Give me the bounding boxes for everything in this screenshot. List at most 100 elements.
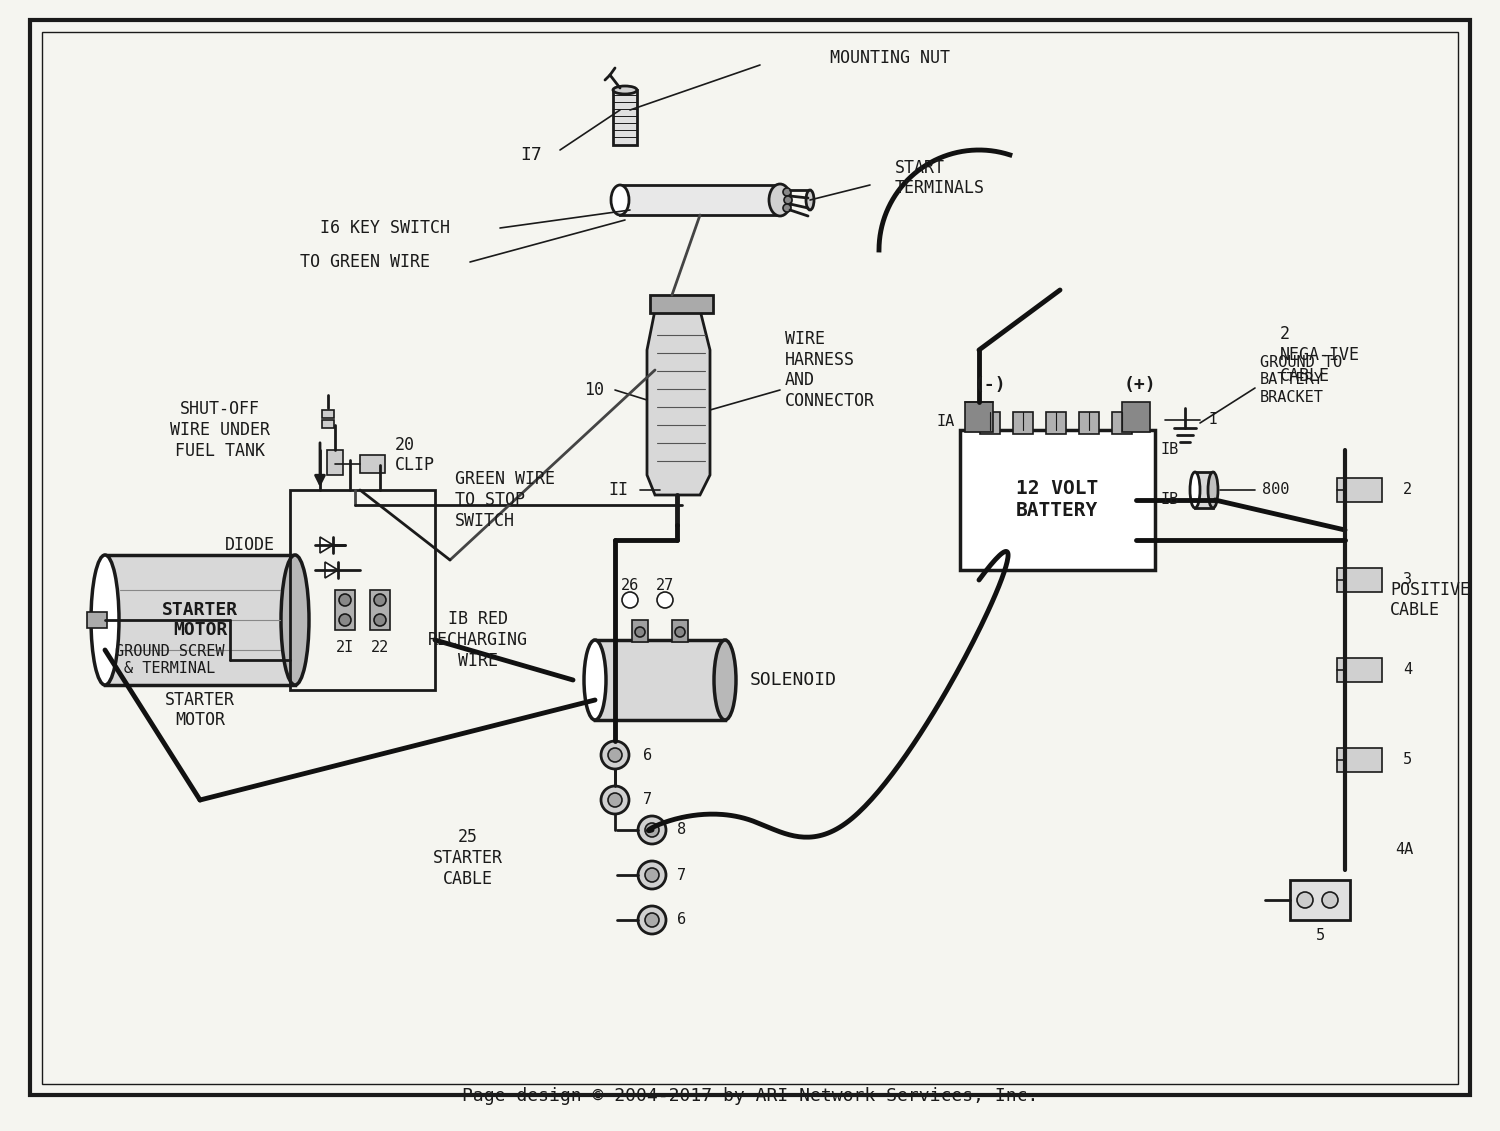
Bar xyxy=(1336,568,1382,592)
Text: MOUNTING NUT: MOUNTING NUT xyxy=(830,49,950,67)
Text: 2: 2 xyxy=(1402,483,1411,498)
Bar xyxy=(322,420,334,428)
Text: I7: I7 xyxy=(520,146,542,164)
Text: DIODE: DIODE xyxy=(225,536,274,554)
Circle shape xyxy=(339,614,351,625)
Ellipse shape xyxy=(714,640,736,720)
Text: STARTER
MOTOR: STARTER MOTOR xyxy=(162,601,238,639)
Text: 26: 26 xyxy=(621,578,639,593)
Ellipse shape xyxy=(771,185,789,215)
Bar xyxy=(960,430,1155,570)
Polygon shape xyxy=(326,562,338,578)
Text: START
TERMINALS: START TERMINALS xyxy=(896,158,986,198)
Circle shape xyxy=(608,793,622,808)
Bar xyxy=(650,295,712,313)
Circle shape xyxy=(638,815,666,844)
Bar xyxy=(1122,402,1150,432)
Ellipse shape xyxy=(584,640,606,720)
Polygon shape xyxy=(646,310,710,495)
Text: Page design © 2004-2017 by ARI Network Services, Inc.: Page design © 2004-2017 by ARI Network S… xyxy=(462,1087,1038,1105)
Ellipse shape xyxy=(1208,472,1218,508)
Bar xyxy=(360,455,386,473)
Text: 5: 5 xyxy=(1316,927,1324,942)
Circle shape xyxy=(645,913,658,927)
Text: 2
NEGA-IVE
CABLE: 2 NEGA-IVE CABLE xyxy=(1280,326,1360,385)
Text: GROUND SCREW
& TERMINAL: GROUND SCREW & TERMINAL xyxy=(116,644,225,676)
Circle shape xyxy=(622,592,638,608)
Bar xyxy=(1336,658,1382,682)
Text: 5: 5 xyxy=(1402,752,1411,768)
Bar xyxy=(672,620,688,642)
Circle shape xyxy=(1298,892,1312,908)
Text: I6 KEY SWITCH: I6 KEY SWITCH xyxy=(320,219,450,238)
Ellipse shape xyxy=(92,555,118,685)
Text: GREEN WIRE
TO STOP
SWITCH: GREEN WIRE TO STOP SWITCH xyxy=(454,470,555,529)
Circle shape xyxy=(374,614,386,625)
Text: 3: 3 xyxy=(1402,572,1411,587)
Text: (-): (-) xyxy=(974,375,1006,394)
Circle shape xyxy=(608,748,622,762)
Text: SOLENOID: SOLENOID xyxy=(750,671,837,689)
Circle shape xyxy=(602,786,628,814)
Text: IA: IA xyxy=(936,414,956,430)
Bar xyxy=(334,590,356,630)
Circle shape xyxy=(339,594,351,606)
Text: IB: IB xyxy=(1160,492,1179,508)
Text: 22: 22 xyxy=(370,640,388,656)
Text: 12 VOLT
BATTERY: 12 VOLT BATTERY xyxy=(1016,480,1098,520)
Circle shape xyxy=(783,188,790,196)
Circle shape xyxy=(638,861,666,889)
Text: (+): (+) xyxy=(1124,375,1156,394)
Bar xyxy=(596,640,724,720)
Circle shape xyxy=(602,741,628,769)
Ellipse shape xyxy=(1190,472,1200,508)
Text: SHUT-OFF
WIRE UNDER
FUEL TANK: SHUT-OFF WIRE UNDER FUEL TANK xyxy=(170,400,270,460)
Text: I: I xyxy=(1208,413,1216,428)
Circle shape xyxy=(657,592,674,608)
Bar xyxy=(1112,412,1132,434)
Circle shape xyxy=(645,867,658,882)
Bar xyxy=(370,590,390,630)
Ellipse shape xyxy=(614,86,638,94)
Text: 20
CLIP: 20 CLIP xyxy=(394,435,435,474)
Text: 10: 10 xyxy=(584,381,604,399)
Circle shape xyxy=(1322,892,1338,908)
Circle shape xyxy=(783,204,790,211)
Text: POSITIVE
CABLE: POSITIVE CABLE xyxy=(1390,580,1470,620)
Polygon shape xyxy=(320,537,333,553)
Ellipse shape xyxy=(610,185,628,215)
Bar xyxy=(87,612,106,628)
Bar xyxy=(1336,748,1382,772)
Bar xyxy=(1336,478,1382,502)
Text: 6: 6 xyxy=(644,748,652,762)
Ellipse shape xyxy=(280,555,309,685)
Text: 7: 7 xyxy=(676,867,686,882)
Bar xyxy=(322,411,334,418)
Bar xyxy=(964,402,993,432)
Bar xyxy=(980,412,1000,434)
Ellipse shape xyxy=(770,184,790,216)
Text: 4: 4 xyxy=(1402,663,1411,677)
Bar xyxy=(1196,472,1214,508)
Bar xyxy=(632,620,648,642)
Ellipse shape xyxy=(806,190,814,210)
Text: 25
STARTER
CABLE: 25 STARTER CABLE xyxy=(433,828,502,888)
Text: 8: 8 xyxy=(676,822,686,837)
Text: IB: IB xyxy=(1160,442,1179,458)
Text: IB RED
RECHARGING
WIRE: IB RED RECHARGING WIRE xyxy=(427,611,528,670)
Bar xyxy=(327,450,344,475)
Bar xyxy=(1046,412,1066,434)
Bar xyxy=(105,555,296,685)
Text: 6: 6 xyxy=(676,913,686,927)
Text: 27: 27 xyxy=(656,578,674,593)
Bar xyxy=(620,185,780,215)
Bar xyxy=(1078,412,1100,434)
Circle shape xyxy=(645,823,658,837)
Text: 800: 800 xyxy=(1262,483,1290,498)
Bar xyxy=(1013,412,1034,434)
Text: STARTER
MOTOR: STARTER MOTOR xyxy=(165,691,236,729)
Text: TO GREEN WIRE: TO GREEN WIRE xyxy=(300,253,430,271)
Text: II: II xyxy=(608,481,628,499)
Circle shape xyxy=(634,627,645,637)
Text: 7: 7 xyxy=(644,793,652,808)
